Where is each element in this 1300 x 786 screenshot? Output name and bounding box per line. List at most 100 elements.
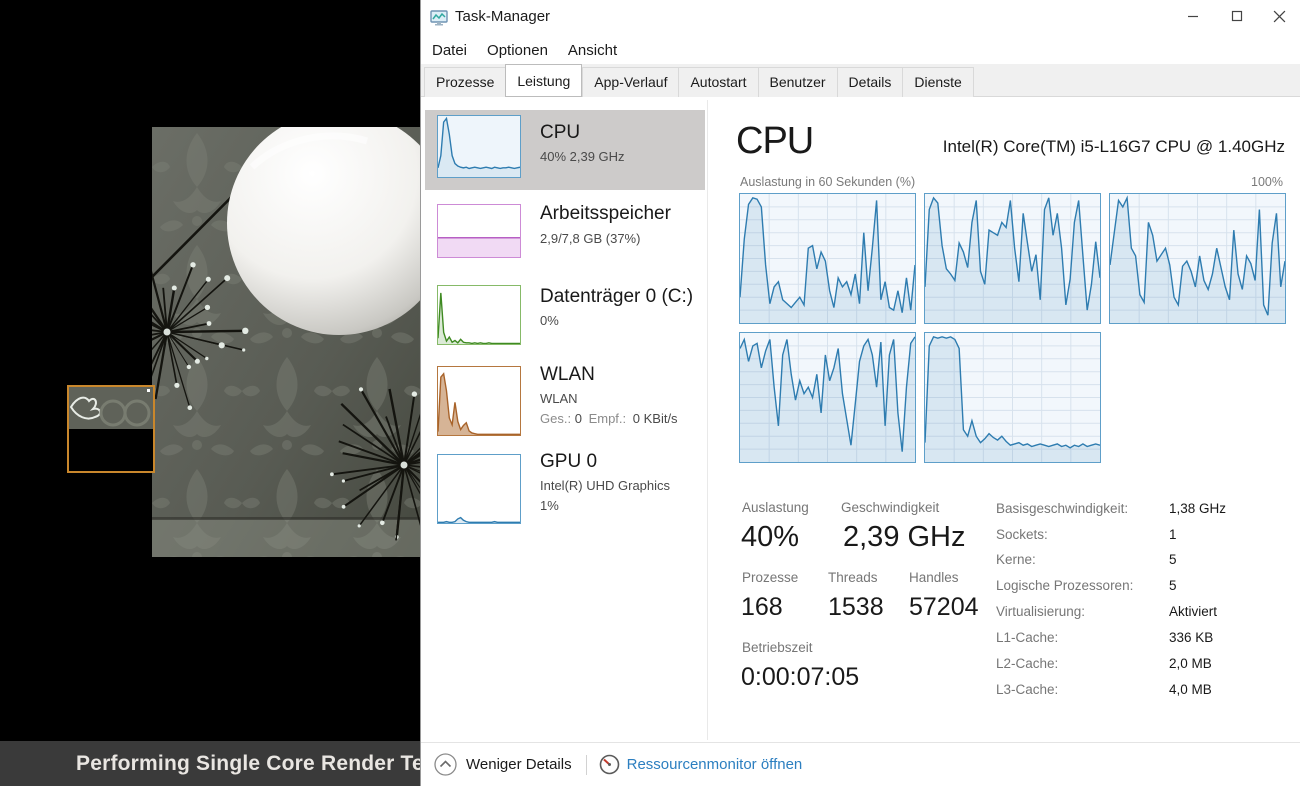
- page-title: CPU: [736, 120, 814, 162]
- detail-value-l3-cache: 4,0 MB: [1169, 682, 1212, 697]
- sidebar-wlan-sub2: Ges.: 0 Empf.: 0 KBit/s: [540, 411, 678, 426]
- wlan-ges-value: 0: [574, 411, 582, 426]
- sidebar-item-memory[interactable]: Arbeitsspeicher 2,9/7,8 GB (37%): [425, 194, 705, 272]
- detail-label-l3-cache: L3-Cache:: [996, 682, 1059, 697]
- core-utilization-chart-5: [924, 332, 1101, 463]
- minimize-icon: [1188, 15, 1198, 18]
- render-progress-tile: [67, 385, 155, 473]
- render-status-bar: Performing Single Core Render Te: [0, 741, 420, 786]
- tab-autostart[interactable]: Autostart: [678, 67, 758, 97]
- pane-divider: [707, 100, 708, 740]
- maximize-icon: [1231, 10, 1243, 22]
- task-manager-app-icon: [430, 10, 448, 26]
- wlan-ges-label: Ges.:: [540, 411, 572, 426]
- disk-mini-chart: [437, 285, 521, 345]
- betriebszeit-value: 0:00:07:05: [741, 663, 860, 691]
- detail-value-l1-cache: 336 KB: [1169, 630, 1214, 645]
- detail-value-l2-cache: 2,0 MB: [1169, 656, 1212, 671]
- render-app-pane: Performing Single Core Render Te: [0, 0, 420, 786]
- less-details-button[interactable]: Weniger Details: [434, 753, 572, 776]
- handles-label: Handles: [909, 570, 959, 585]
- sidebar-gpu-sub1: Intel(R) UHD Graphics: [540, 478, 671, 493]
- tab-prozesse[interactable]: Prozesse: [424, 67, 506, 97]
- tab-dienste[interactable]: Dienste: [902, 67, 974, 97]
- sidebar-memory-sub: 2,9/7,8 GB (37%): [540, 231, 641, 246]
- threads-value: 1538: [828, 593, 884, 621]
- minimize-button[interactable]: [1170, 0, 1216, 32]
- chart-max-label: 100%: [1251, 175, 1283, 189]
- task-manager-window: Task-Manager Datei Optionen Ansicht Proz…: [420, 0, 1300, 786]
- tab-app-verlauf[interactable]: App-Verlauf: [582, 67, 679, 97]
- resource-monitor-icon: [599, 754, 619, 775]
- sidebar-cpu-title: CPU: [540, 122, 581, 143]
- chevron-up-circle-icon: [434, 753, 457, 776]
- geschwindigkeit-value: 2,39 GHz: [843, 521, 966, 553]
- memory-mini-chart: [437, 204, 521, 258]
- menu-datei[interactable]: Datei: [432, 41, 468, 59]
- betriebszeit-label: Betriebszeit: [742, 640, 813, 655]
- wlan-empf-label: Empf.:: [588, 411, 627, 426]
- detail-label-sockets: Sockets:: [996, 527, 1048, 542]
- core-utilization-chart-1: [739, 193, 916, 324]
- prozesse-value: 168: [741, 593, 783, 621]
- titlebar[interactable]: Task-Manager: [421, 0, 1300, 36]
- detail-label-l2-cache: L2-Cache:: [996, 656, 1059, 671]
- menubar: Datei Optionen Ansicht: [421, 36, 1300, 64]
- detail-label-kerne: Kerne:: [996, 552, 1036, 567]
- close-button[interactable]: [1256, 0, 1300, 32]
- resource-monitor-link[interactable]: Ressourcenmonitor öffnen: [599, 754, 803, 775]
- detail-value-logische-prozessoren: 5: [1169, 578, 1177, 593]
- close-icon: [1273, 10, 1285, 22]
- sidebar-item-cpu[interactable]: CPU 40% 2,39 GHz: [425, 110, 705, 190]
- resource-monitor-label: Ressourcenmonitor öffnen: [626, 756, 803, 773]
- tab-leistung[interactable]: Leistung: [505, 64, 583, 97]
- tab-benutzer[interactable]: Benutzer: [757, 67, 837, 97]
- detail-value-basisgeschwindigkeit: 1,38 GHz: [1169, 501, 1227, 516]
- detail-value-virtualisierung: Aktiviert: [1169, 604, 1218, 619]
- render-status-text: Performing Single Core Render Te: [76, 751, 420, 775]
- chart-axis-label: Auslastung in 60 Sekunden (%): [740, 175, 916, 189]
- detail-value-sockets: 1: [1169, 527, 1177, 542]
- render-tile-partial: [69, 387, 153, 429]
- sidebar-item-wlan[interactable]: WLAN WLAN Ges.: 0 Empf.: 0 KBit/s: [425, 360, 705, 442]
- sidebar-wlan-sub1: WLAN: [540, 391, 578, 406]
- auslastung-value: 40%: [741, 521, 800, 553]
- wlan-mini-chart: [437, 366, 521, 436]
- gpu-mini-chart: [437, 454, 521, 524]
- render-preview-image: [152, 127, 420, 557]
- detail-label-logische-prozessoren: Logische Prozessoren:: [996, 578, 1134, 593]
- handles-value: 57204: [909, 593, 979, 621]
- sidebar-memory-title: Arbeitsspeicher: [540, 203, 671, 224]
- sidebar-gpu-sub2: 1%: [540, 498, 559, 513]
- window-title: Task-Manager: [455, 8, 551, 25]
- core-utilization-chart-2: [924, 193, 1101, 324]
- cpu-model-name: Intel(R) Core(TM) i5-L16G7 CPU @ 1.40GHz: [942, 137, 1285, 156]
- cpu-mini-chart: [437, 115, 521, 178]
- tab-bar: Prozesse Leistung App-Verlauf Autostart …: [421, 64, 1300, 97]
- maximize-button[interactable]: [1214, 0, 1260, 32]
- footer-bar: Weniger Details Ressourcenmonitor öffnen: [421, 742, 1300, 786]
- detail-label-virtualisierung: Virtualisierung:: [996, 604, 1086, 619]
- sidebar-cpu-sub: 40% 2,39 GHz: [540, 149, 625, 164]
- wlan-empf-value: 0 KBit/s: [632, 411, 678, 426]
- sidebar-wlan-title: WLAN: [540, 364, 595, 385]
- prozesse-label: Prozesse: [742, 570, 799, 585]
- menu-optionen[interactable]: Optionen: [487, 41, 548, 59]
- detail-label-basisgeschwindigkeit: Basisgeschwindigkeit:: [996, 501, 1129, 516]
- tab-details[interactable]: Details: [836, 67, 903, 97]
- render-cursor-dot: [147, 389, 150, 392]
- detail-value-kerne: 5: [1169, 552, 1177, 567]
- less-details-label: Weniger Details: [466, 756, 572, 773]
- sidebar-gpu-title: GPU 0: [540, 451, 598, 472]
- detail-label-l1-cache: L1-Cache:: [996, 630, 1059, 645]
- auslastung-label: Auslastung: [742, 500, 809, 515]
- geschwindigkeit-label: Geschwindigkeit: [841, 500, 940, 515]
- core-utilization-chart-4: [739, 332, 916, 463]
- sidebar-disk-title: Datenträger 0 (C:): [540, 286, 694, 307]
- sidebar-item-disk[interactable]: Datenträger 0 (C:) 0%: [425, 280, 705, 356]
- core-utilization-chart-3: [1109, 193, 1286, 324]
- sidebar-item-gpu[interactable]: GPU 0 Intel(R) UHD Graphics 1%: [425, 446, 705, 530]
- menu-ansicht[interactable]: Ansicht: [567, 41, 618, 59]
- footer-divider: [585, 754, 587, 775]
- threads-label: Threads: [828, 570, 878, 585]
